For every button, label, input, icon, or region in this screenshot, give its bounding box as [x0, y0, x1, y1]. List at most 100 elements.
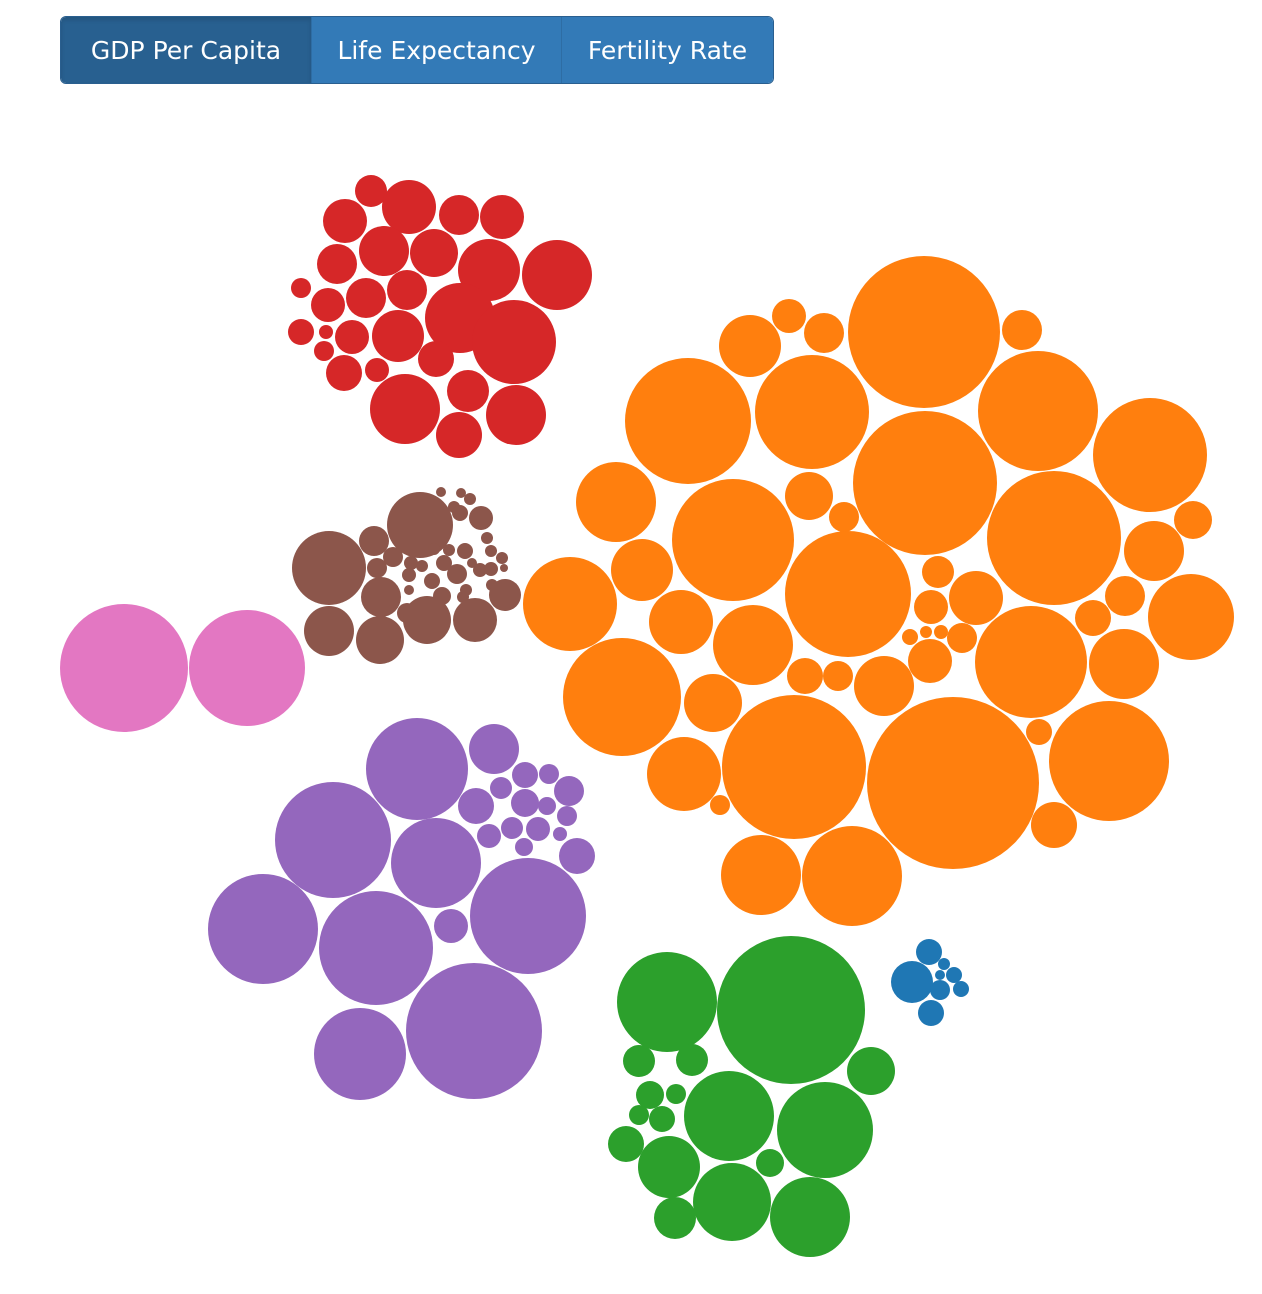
bubble[interactable]: [649, 1106, 675, 1132]
bubble[interactable]: [319, 891, 433, 1005]
bubble[interactable]: [458, 239, 520, 301]
bubble[interactable]: [625, 358, 751, 484]
bubble[interactable]: [189, 610, 305, 726]
bubble[interactable]: [867, 697, 1039, 869]
life-expectancy-button[interactable]: Life Expectancy: [312, 17, 562, 83]
bubble[interactable]: [511, 789, 539, 817]
bubble[interactable]: [361, 577, 401, 617]
bubble[interactable]: [666, 1084, 686, 1104]
bubble[interactable]: [500, 564, 508, 572]
bubble[interactable]: [823, 661, 853, 691]
bubble[interactable]: [672, 479, 794, 601]
bubble[interactable]: [288, 319, 314, 345]
bubble[interactable]: [402, 568, 416, 582]
bubble[interactable]: [367, 558, 387, 578]
bubble[interactable]: [946, 967, 962, 983]
bubble[interactable]: [1049, 701, 1169, 821]
bubble[interactable]: [935, 970, 945, 980]
bubble[interactable]: [439, 195, 479, 235]
bubble[interactable]: [391, 818, 481, 908]
bubble[interactable]: [719, 315, 781, 377]
bubble[interactable]: [404, 556, 418, 570]
bubble[interactable]: [538, 797, 556, 815]
bubble[interactable]: [522, 240, 592, 310]
bubble[interactable]: [916, 939, 942, 965]
bubble[interactable]: [512, 762, 538, 788]
bubble[interactable]: [654, 1197, 696, 1239]
bubble[interactable]: [472, 300, 556, 384]
bubble[interactable]: [372, 310, 424, 362]
bubble[interactable]: [804, 313, 844, 353]
bubble[interactable]: [366, 718, 468, 820]
bubble[interactable]: [319, 325, 333, 339]
bubble[interactable]: [501, 817, 523, 839]
bubble[interactable]: [848, 256, 1000, 408]
bubble[interactable]: [559, 838, 595, 874]
bubble[interactable]: [713, 605, 793, 685]
bubble[interactable]: [908, 639, 952, 683]
bubble[interactable]: [710, 795, 730, 815]
bubble[interactable]: [434, 909, 468, 943]
bubble[interactable]: [975, 606, 1087, 718]
bubble[interactable]: [484, 562, 498, 576]
bubble[interactable]: [326, 355, 362, 391]
bubble[interactable]: [1105, 576, 1145, 616]
bubble[interactable]: [355, 175, 387, 207]
bubble[interactable]: [772, 299, 806, 333]
bubble[interactable]: [756, 1149, 784, 1177]
bubble[interactable]: [755, 355, 869, 469]
bubble[interactable]: [406, 963, 542, 1099]
bubble[interactable]: [770, 1177, 850, 1257]
bubble[interactable]: [1075, 600, 1111, 636]
bubble[interactable]: [470, 858, 586, 974]
bubble[interactable]: [416, 560, 428, 572]
bubble[interactable]: [403, 596, 451, 644]
bubble[interactable]: [953, 981, 969, 997]
bubble[interactable]: [404, 585, 414, 595]
bubble[interactable]: [1026, 719, 1052, 745]
bubble[interactable]: [456, 488, 466, 498]
bubble[interactable]: [304, 606, 354, 656]
bubble[interactable]: [311, 288, 345, 322]
bubble[interactable]: [629, 1105, 649, 1125]
bubble[interactable]: [428, 543, 440, 555]
bubble[interactable]: [314, 341, 334, 361]
bubble[interactable]: [649, 590, 713, 654]
bubble[interactable]: [608, 1126, 644, 1162]
bubble[interactable]: [539, 764, 559, 784]
bubble[interactable]: [684, 1071, 774, 1161]
bubble[interactable]: [490, 777, 512, 799]
bubble[interactable]: [356, 616, 404, 664]
bubble[interactable]: [359, 526, 389, 556]
bubble[interactable]: [1124, 521, 1184, 581]
bubble[interactable]: [920, 626, 932, 638]
bubble[interactable]: [930, 980, 950, 1000]
bubble[interactable]: [457, 543, 473, 559]
bubble[interactable]: [918, 1000, 944, 1026]
bubble[interactable]: [1031, 802, 1077, 848]
bubble[interactable]: [453, 598, 497, 642]
bubble[interactable]: [636, 1081, 664, 1109]
bubble[interactable]: [1093, 398, 1207, 512]
bubble[interactable]: [617, 952, 717, 1052]
bubble[interactable]: [576, 462, 656, 542]
bubble[interactable]: [554, 776, 584, 806]
bubble[interactable]: [60, 604, 188, 732]
bubble[interactable]: [563, 638, 681, 756]
bubble[interactable]: [436, 412, 482, 458]
bubble[interactable]: [481, 532, 493, 544]
bubble[interactable]: [891, 961, 933, 1003]
bubble[interactable]: [902, 629, 918, 645]
bubble[interactable]: [387, 492, 453, 558]
bubble[interactable]: [938, 958, 950, 970]
bubble[interactable]: [1089, 629, 1159, 699]
bubble[interactable]: [452, 505, 468, 521]
bubble[interactable]: [1002, 310, 1042, 350]
bubble[interactable]: [480, 195, 524, 239]
bubble[interactable]: [1148, 574, 1234, 660]
bubble[interactable]: [436, 487, 446, 497]
bubble[interactable]: [647, 737, 721, 811]
bubble[interactable]: [934, 625, 948, 639]
bubble[interactable]: [447, 564, 467, 584]
bubble[interactable]: [314, 1008, 406, 1100]
